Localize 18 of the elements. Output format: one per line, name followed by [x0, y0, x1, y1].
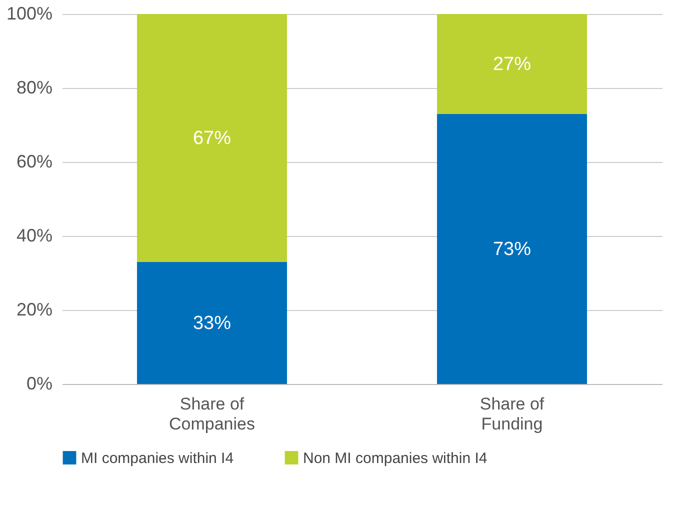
data-label: 33%	[192, 312, 232, 334]
data-label: 67%	[192, 128, 232, 149]
legend-label: MI companies within I4	[81, 450, 234, 467]
y-tick-label: 100%	[6, 4, 52, 24]
y-tick-label: 0%	[26, 374, 52, 394]
bar	[437, 14, 587, 114]
bar	[137, 262, 287, 384]
y-tick-label: 80%	[16, 78, 52, 98]
x-tick-label: Share of Funding	[480, 394, 544, 434]
y-tick-label: 20%	[16, 300, 52, 320]
data-label: 73%	[492, 238, 532, 260]
bar	[137, 14, 287, 262]
y-tick-label: 60%	[16, 152, 52, 172]
data-label: 27%	[492, 54, 532, 75]
x-tick-label: Share of Companies	[169, 394, 255, 434]
y-tick-label: 40%	[16, 226, 52, 246]
bar	[437, 114, 587, 384]
legend-label: Non MI companies within I4	[303, 450, 488, 467]
